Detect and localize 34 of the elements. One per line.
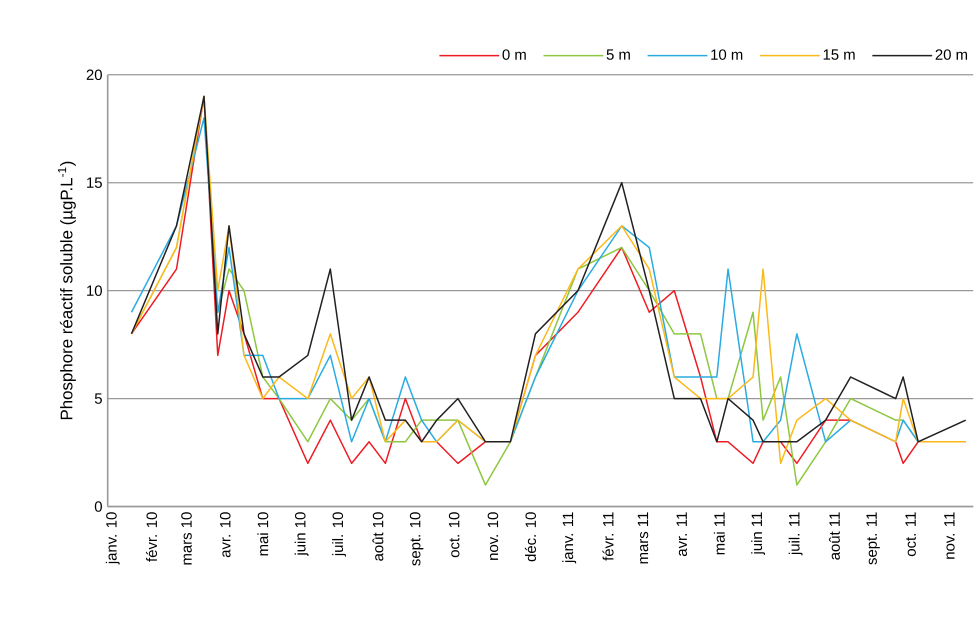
x-tick-label: sept. 11 (866, 512, 880, 564)
legend-label: 5 m (606, 49, 630, 60)
x-tick-label: oct. 11 (905, 512, 916, 556)
x-tick-label: janv. 10 (106, 512, 120, 564)
x-tick-label: avr. 11 (676, 512, 687, 556)
x-tick-label: mai 11 (714, 512, 725, 554)
x-tick-label: oct. 10 (448, 512, 460, 558)
x-tick-label: juil. 10 (332, 512, 346, 556)
x-tick-label: nov. 10 (488, 512, 498, 560)
legend-label: 20 m (936, 49, 968, 60)
x-tick-label: juin 11 (751, 512, 766, 555)
x-tick-label: mai 10 (257, 512, 268, 556)
x-tick-label: févr. 10 (146, 512, 158, 562)
x-tick-label: févr. 11 (602, 512, 614, 561)
legend-label: 0 m (502, 49, 526, 60)
x-tick-label: août 11 (828, 512, 840, 560)
x-tick-label: avr. 10 (220, 512, 231, 558)
legend-label: 10 m (711, 49, 742, 60)
x-tick-label: déc. 10 (524, 512, 536, 562)
x-tick-label: nov. 11 (944, 512, 955, 559)
x-tick-label: janv. 11 (562, 512, 576, 564)
legend-label: 15 m (824, 49, 855, 60)
y-tick-label: 5 (94, 393, 102, 404)
y-axis-title: Phosphore réactif soluble (µgP.L$^{-1}$) (58, 162, 76, 420)
x-tick-label: mars 11 (638, 512, 648, 564)
x-tick-label: mars 10 (181, 512, 192, 564)
x-tick-label: sept. 10 (410, 512, 424, 566)
x-tick-label: juil. 11 (788, 512, 803, 556)
y-tick-label: 20 (86, 69, 102, 80)
y-tick-label: 15 (87, 177, 102, 188)
y-tick-label: 10 (87, 285, 102, 296)
y-tick-label: 0 (94, 501, 102, 512)
x-tick-label: juin 10 (294, 512, 308, 556)
x-tick-label: août 10 (372, 512, 384, 561)
